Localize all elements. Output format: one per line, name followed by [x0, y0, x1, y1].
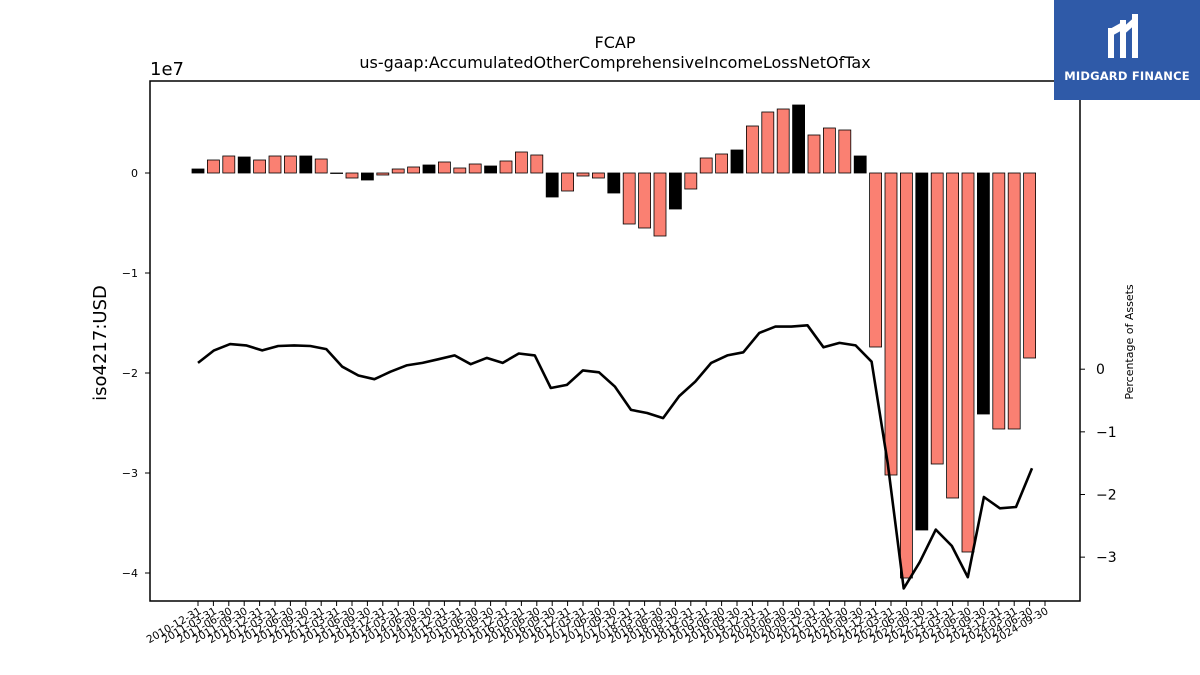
bar — [915, 172, 929, 531]
bar — [345, 172, 359, 179]
bar — [499, 160, 513, 174]
bar — [545, 172, 559, 198]
bar — [283, 155, 297, 174]
bar — [622, 172, 636, 225]
chart-title: FCAP — [595, 33, 636, 52]
bar — [391, 168, 405, 174]
bar — [977, 172, 990, 415]
bar — [360, 172, 374, 181]
y2-tick-label: −2 — [1096, 487, 1117, 503]
bar — [715, 153, 728, 174]
bar — [484, 165, 498, 174]
bar — [961, 172, 975, 553]
bar — [268, 155, 282, 174]
bar — [191, 168, 205, 174]
bar — [376, 172, 390, 176]
offset-text: 1e7 — [150, 59, 184, 80]
bar — [330, 172, 344, 174]
bar — [823, 127, 836, 174]
bar — [314, 158, 328, 174]
bar — [900, 172, 913, 579]
bar — [653, 172, 667, 237]
bar — [422, 164, 436, 174]
bar — [1007, 172, 1021, 430]
bar — [468, 163, 482, 174]
bar — [437, 161, 451, 174]
bar — [515, 151, 528, 174]
bar — [853, 155, 867, 174]
bar — [222, 155, 236, 174]
bar — [206, 159, 220, 174]
bar — [730, 149, 744, 174]
bar — [561, 172, 574, 192]
logo-mark-icon — [1108, 14, 1138, 58]
y-tick-label: −4 — [122, 567, 138, 580]
bar — [407, 166, 421, 174]
y2-tick-label: 0 — [1096, 362, 1105, 378]
y2-tick-label: −1 — [1096, 425, 1117, 441]
bar — [792, 104, 805, 174]
bar — [669, 172, 682, 210]
bar — [237, 156, 251, 174]
bar — [838, 129, 852, 174]
bar — [253, 159, 267, 174]
bar — [684, 172, 698, 190]
y-tick-label: −3 — [122, 467, 138, 480]
bar — [607, 172, 621, 194]
bar — [869, 172, 882, 348]
bar — [946, 172, 959, 499]
y-tick-label: −1 — [122, 267, 138, 280]
bar — [776, 108, 790, 174]
bar — [992, 172, 1006, 430]
plot-frame — [149, 80, 1081, 602]
bar — [699, 157, 713, 174]
percentage-line — [197, 323, 1034, 590]
bar — [807, 134, 821, 174]
bar — [592, 172, 605, 179]
y-axis-label: iso4217:USD — [90, 285, 111, 401]
bar — [299, 155, 313, 174]
y2-tick-label: −3 — [1096, 550, 1117, 566]
bar — [930, 172, 944, 465]
y-tick-label: 0 — [131, 167, 138, 180]
bar — [746, 125, 759, 174]
bar — [761, 111, 775, 174]
logo-text: MIDGARD FINANCE — [1064, 69, 1190, 83]
y-tick-label: −2 — [122, 367, 138, 380]
bar — [1023, 172, 1036, 359]
bar — [453, 167, 467, 174]
y2-axis-label: Percentage of Assets — [1123, 284, 1136, 400]
bar — [576, 172, 590, 177]
bar — [638, 172, 651, 229]
logo: MIDGARD FINANCE — [1054, 0, 1200, 100]
bar — [530, 154, 544, 174]
bar — [884, 172, 898, 476]
chart-subtitle: us-gaap:AccumulatedOtherComprehensiveInc… — [359, 53, 870, 72]
